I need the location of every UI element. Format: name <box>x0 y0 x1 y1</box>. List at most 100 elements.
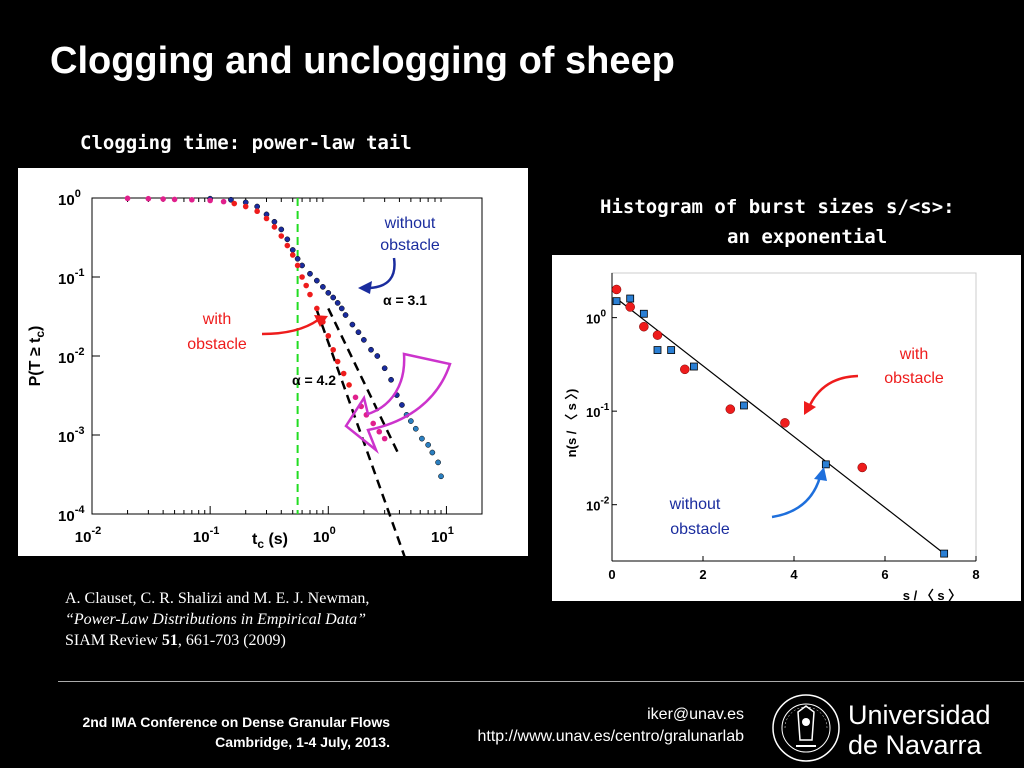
university-seal-icon <box>772 694 840 762</box>
with-obstacle-point <box>780 418 790 428</box>
x-tick-label: 10-2 <box>75 525 101 546</box>
with-obstacle-point <box>625 302 635 312</box>
conference-name: 2nd IMA Conference on Dense Granular Flo… <box>82 714 390 730</box>
annotation-without-arrowhead <box>358 281 372 294</box>
with-obstacle-point <box>334 358 341 365</box>
with-obstacle-point <box>340 370 347 377</box>
with-obstacle-point <box>289 252 296 258</box>
fit-label-alpha-4-2: α = 4.2 <box>292 372 336 388</box>
with-obstacle-point <box>376 428 383 435</box>
with-obstacle-point <box>284 242 291 249</box>
annotation-without-line1: without <box>384 215 436 232</box>
annotation-without-line2: obstacle <box>380 237 440 254</box>
reference-authors: A. Clauset, C. R. Shalizi and M. E. J. N… <box>65 590 370 607</box>
reference-journal-line: SIAM Review 51, 661-703 (2009) <box>65 630 369 651</box>
with-obstacle-point <box>171 196 178 203</box>
with-obstacle-point <box>611 284 622 295</box>
x-tick-label: 100 <box>313 525 336 546</box>
x-tick-label: 101 <box>431 525 454 546</box>
without-obstacle-point <box>289 247 296 253</box>
without-obstacle-point <box>368 346 374 353</box>
with-obstacle-point <box>124 195 131 202</box>
right-heading-line1: Histogram of burst sizes s/<s>: <box>600 196 955 218</box>
annotation-with-arrowhead <box>804 401 816 415</box>
reference-volume: 51 <box>161 632 178 649</box>
annotation-with-line2: obstacle <box>187 336 247 353</box>
without-obstacle-point <box>740 401 748 410</box>
reference-block: A. Clauset, C. R. Shalizi and M. E. J. N… <box>65 588 369 651</box>
without-obstacle-point <box>271 218 278 225</box>
y-tick-label: 10-1 <box>58 267 84 288</box>
without-obstacle-point <box>278 226 285 233</box>
annotation-with-line1: with <box>202 311 231 328</box>
contact-url[interactable]: http://www.unav.es/centro/gralunarlab <box>477 728 744 745</box>
without-obstacle-point <box>388 376 394 383</box>
without-obstacle-point <box>940 549 949 558</box>
with-obstacle-point <box>299 274 305 280</box>
annotation-without-arrowhead <box>814 467 827 481</box>
annotation-without-arrow <box>771 476 822 519</box>
university-name-line2: de Navarra <box>848 730 983 760</box>
y-tick-label: 100 <box>58 188 81 209</box>
without-obstacle-point <box>653 346 662 354</box>
y-axis-label: P(T ≥ tc) <box>27 326 47 387</box>
without-obstacle-point <box>429 449 436 456</box>
x-axis-label: tc (s) <box>252 531 288 551</box>
without-obstacle-point <box>626 294 635 303</box>
with-obstacle-point <box>207 197 213 204</box>
reference-title: “Power-Law Distributions in Empirical Da… <box>65 611 367 628</box>
annotation-with-line1: with <box>899 346 928 363</box>
y-axis-label: n(s / 〈 s 〉) <box>564 389 579 458</box>
without-obstacle-point <box>330 294 337 301</box>
x-tick-label: 6 <box>881 567 888 582</box>
with-obstacle-point <box>725 404 736 414</box>
without-obstacle-point <box>381 365 388 372</box>
with-obstacle-point <box>346 382 352 388</box>
reference-pages: , 661-703 (2009) <box>177 632 286 649</box>
reference-journal: SIAM Review <box>65 632 162 649</box>
y-tick-label: 10-3 <box>58 425 84 446</box>
without-obstacle-point <box>425 442 431 448</box>
without-obstacle-point <box>313 277 320 284</box>
power-law-chart-panel: 10-2 10-1 100 101 100 10-1 10-2 10-3 10-4 α = 3.1… <box>18 168 528 560</box>
without-obstacle-point <box>689 362 698 371</box>
annotation-without-line2: obstacle <box>670 521 730 538</box>
x-axis-label: s / 〈 s 〉 <box>903 588 962 601</box>
plot-frame <box>611 272 977 562</box>
without-obstacle-point <box>355 329 362 336</box>
right-heading-line2: an exponential <box>727 226 888 248</box>
without-obstacle-point <box>667 346 676 354</box>
shift-arrow-icon <box>344 352 452 454</box>
with-obstacle-point <box>857 462 867 473</box>
without-obstacle-point <box>419 435 425 442</box>
with-obstacle-point <box>303 282 309 289</box>
without-obstacle-point <box>374 353 381 359</box>
without-obstacle-point <box>408 418 414 424</box>
with-obstacle-point <box>278 233 285 239</box>
with-obstacle-point <box>160 196 166 202</box>
without-obstacle-point <box>435 459 441 466</box>
with-obstacle-point <box>189 196 195 203</box>
annotation-without-line1: without <box>669 496 721 513</box>
with-obstacle-point <box>263 215 270 222</box>
y-tick-label: 100 <box>586 309 606 327</box>
conference-info: 2nd IMA Conference on Dense Granular Flo… <box>82 712 390 752</box>
x-tick-label: 0 <box>608 567 615 582</box>
with-obstacle-point <box>352 394 359 401</box>
with-obstacle-point <box>254 208 260 215</box>
without-obstacle-point <box>342 312 349 318</box>
without-obstacle-point <box>338 305 345 312</box>
left-heading: Clogging time: power-law tail <box>80 132 412 154</box>
with-obstacle-point <box>639 321 649 332</box>
university-logo: Universidad de Navarra <box>772 694 991 762</box>
contact-email[interactable]: iker@unav.es <box>647 706 744 723</box>
with-obstacle-point <box>370 420 377 427</box>
with-obstacle-point <box>652 330 663 340</box>
with-obstacle-point <box>242 203 249 210</box>
university-name-line1: Universidad <box>848 700 991 730</box>
with-obstacle-point <box>325 333 332 339</box>
without-obstacle-point <box>254 203 261 210</box>
without-obstacle-point <box>334 300 341 306</box>
without-obstacle-point <box>228 196 234 203</box>
without-obstacle-point <box>320 284 326 290</box>
